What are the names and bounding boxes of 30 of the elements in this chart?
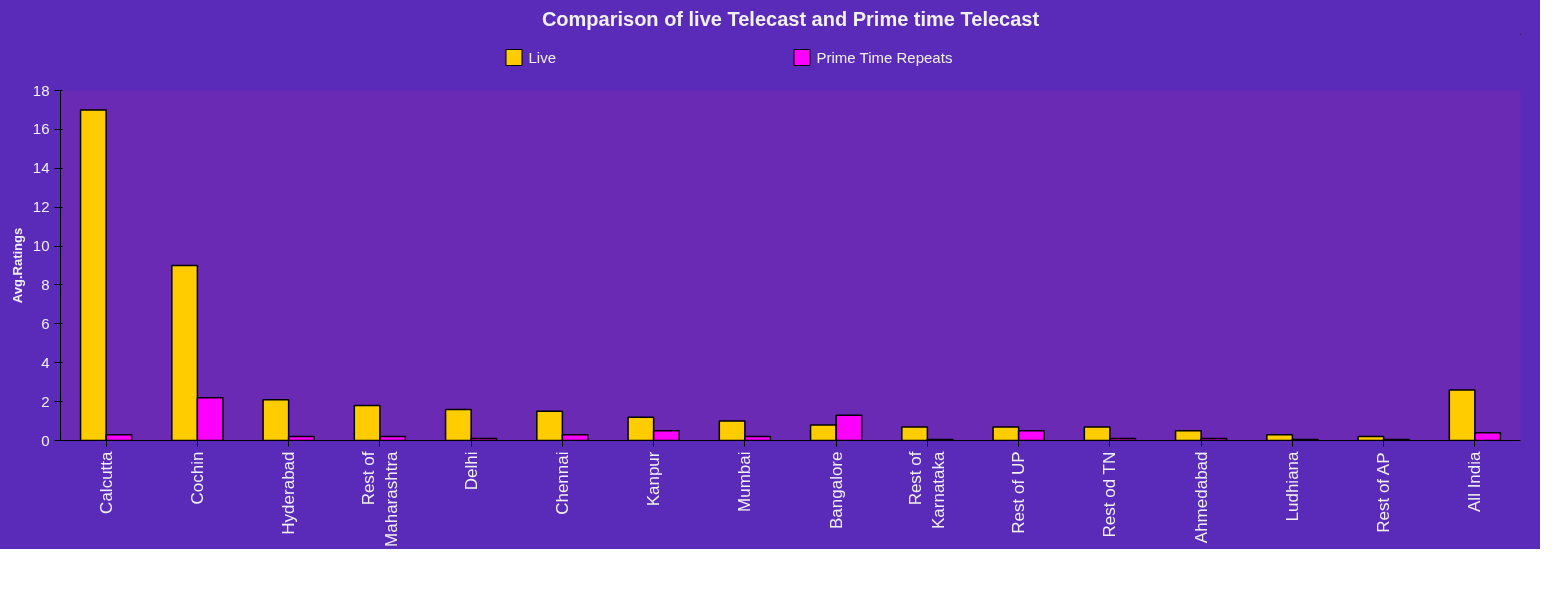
x-tick-label: Calcutta — [96, 450, 116, 514]
y-tick-label: 10 — [32, 237, 50, 255]
y-tick-label: 18 — [32, 81, 50, 99]
x-tick-label: Delhi — [461, 451, 481, 491]
x-tick-label: Rest of UP — [1009, 451, 1029, 534]
chart-title: Comparison of live Telecast and Prime time Telecast — [541, 7, 1040, 30]
x-tick-label: Rest of Maharashtra — [358, 450, 401, 547]
x-tick-label: Rest of Karnataka — [906, 450, 949, 529]
x-tick-label: Cochin — [187, 451, 207, 505]
legend-label: Prime Time Repeats — [816, 48, 954, 66]
x-tick-label: Rest od TN — [1100, 451, 1120, 538]
y-tick-label: 2 — [41, 392, 50, 410]
legend-label: Live — [528, 48, 558, 66]
x-tick-label: Hyderabad — [279, 451, 299, 535]
y-tick-label: 8 — [41, 275, 50, 293]
x-tick-label: Chennai — [552, 451, 572, 515]
x-tick-label: Bangalore — [826, 451, 846, 529]
y-tick-label: 12 — [32, 198, 50, 216]
y-tick-label: 16 — [32, 120, 50, 138]
x-tick-label: Mumbai — [735, 451, 755, 512]
y-tick-label: 14 — [32, 159, 50, 177]
y-tick-label: 6 — [41, 314, 50, 332]
x-tick-label: Ludhiana — [1282, 450, 1302, 522]
x-tick-label: All India — [1465, 450, 1485, 512]
y-axis-title: Avg.Ratings — [9, 227, 25, 304]
y-tick-label: 0 — [41, 431, 50, 449]
y-tick-label: 4 — [41, 353, 50, 371]
x-tick-label: Rest of AP — [1374, 452, 1394, 533]
x-tick-label: Kanpur — [644, 451, 664, 507]
x-tick-label: Ahmedabad — [1191, 451, 1211, 544]
